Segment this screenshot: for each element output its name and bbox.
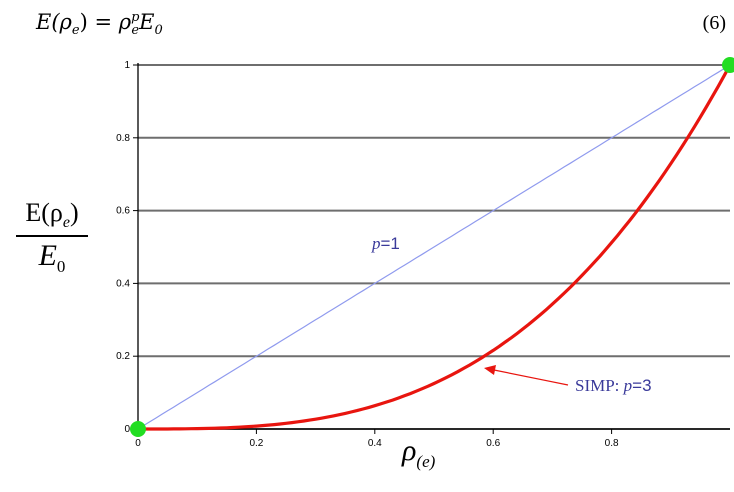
equation-number: (6) [702,12,726,34]
equation-rho-sub: e [131,23,140,39]
y-tick-label: 1 [124,60,130,71]
marker-origin [130,421,146,437]
y-axis-label: E(ρe) E0 [14,198,90,277]
x-tick-label: 0 [135,438,141,449]
x-axis-label: ρ(e) [402,434,436,471]
equation-lhs: E(ρ [36,10,72,34]
y-tick-label: 0 [124,424,130,435]
y-axis-label-denominator: E0 [38,239,66,277]
equation-E: E [139,10,155,34]
series-label-p1: p=1 [371,234,400,253]
simp-arrow-head [484,365,496,375]
series-line-simp-p3 [138,64,732,431]
equation-E-sub: 0 [154,23,163,39]
equation-lhs-sub: e [71,23,80,39]
fraction-bar [16,235,88,238]
series-line-p1 [137,64,731,430]
y-tick-label: 0.4 [116,278,130,289]
equation: E(ρe) = ρpeE0 [36,10,163,39]
simp-arrow-line [493,369,569,386]
y-tick-label: 0.8 [116,133,130,144]
y-tick-label: 0.6 [116,206,130,217]
x-tick-label: 0.4 [368,438,382,449]
equation-rho: ρ [118,10,132,34]
x-tick-label: 0.8 [605,438,619,449]
x-tick-label: 0.2 [249,438,263,449]
y-axis-label-numerator: E(ρe) [25,198,79,232]
equation-exponent: p [131,10,140,25]
marker-end [722,57,734,73]
y-tick-label: 0.2 [116,351,130,362]
series-label-simp: SIMP: p=3 [575,376,652,395]
x-tick-label: 0.6 [486,438,500,449]
